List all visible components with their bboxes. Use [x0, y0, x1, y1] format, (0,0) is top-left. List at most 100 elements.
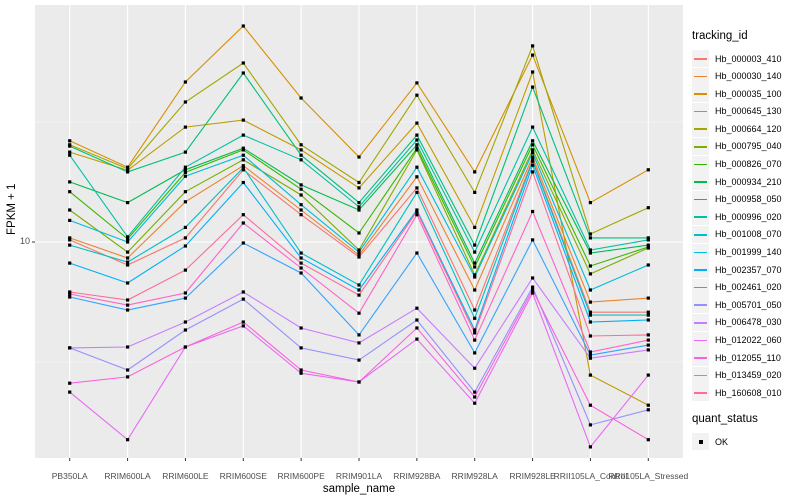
data-point	[588, 373, 592, 377]
data-point	[588, 248, 592, 252]
data-point	[241, 290, 245, 294]
data-point	[299, 183, 303, 187]
data-point	[126, 170, 130, 174]
swatch-line-icon	[694, 110, 707, 113]
data-point	[473, 351, 477, 355]
legend-label: Hb_000795_040	[715, 141, 782, 152]
data-point	[68, 153, 72, 157]
data-point	[357, 180, 361, 185]
data-point	[126, 240, 130, 244]
data-point	[183, 100, 187, 104]
data-point	[183, 170, 187, 174]
legend-item: Hb_000996_020	[692, 208, 798, 226]
swatch-line-icon	[694, 304, 707, 306]
data-point	[588, 236, 592, 240]
data-point	[588, 350, 592, 354]
data-point	[183, 190, 187, 194]
data-point	[241, 320, 245, 324]
data-point	[588, 288, 592, 292]
data-point	[531, 151, 535, 155]
data-point	[415, 146, 419, 150]
legend-item: Hb_002461_020	[692, 278, 798, 296]
swatch-line-icon	[694, 339, 707, 342]
x-tick-label: RRIM928BA	[393, 471, 441, 481]
legend-item: Hb_000826_070	[692, 155, 798, 173]
data-point	[68, 390, 72, 394]
legend-label: Hb_000934_210	[715, 176, 782, 187]
swatch-line-icon	[694, 216, 707, 218]
data-point	[531, 85, 535, 89]
data-point	[183, 174, 187, 178]
legend-item-ok: OK	[692, 433, 798, 451]
line-swatch	[692, 349, 709, 367]
legend: tracking_id Hb_000003_410 Hb_000030_140 Hb…	[692, 30, 798, 451]
data-point	[183, 345, 187, 349]
data-point	[357, 311, 361, 315]
data-point	[357, 248, 361, 252]
data-point	[531, 209, 535, 214]
data-point	[68, 139, 72, 143]
data-point	[588, 232, 592, 236]
data-point	[531, 159, 535, 163]
data-point	[415, 175, 419, 179]
data-point	[357, 250, 361, 254]
legend-label: Hb_000826_070	[715, 159, 782, 170]
data-point	[68, 208, 72, 212]
data-point	[126, 308, 130, 312]
data-point	[473, 288, 477, 292]
swatch-line-icon	[694, 392, 707, 394]
data-point	[68, 346, 72, 350]
x-tick-label: RRIM928LE	[509, 471, 556, 481]
data-point	[183, 200, 187, 204]
data-point	[531, 148, 535, 152]
data-point	[183, 150, 187, 154]
data-point	[531, 143, 535, 147]
data-point	[588, 356, 592, 360]
legend-label: Hb_000664_120	[715, 123, 782, 134]
data-point	[473, 328, 477, 332]
data-point	[299, 371, 303, 375]
data-point	[299, 326, 303, 330]
line-swatch	[692, 120, 709, 138]
data-point	[646, 348, 650, 352]
data-point	[646, 318, 650, 322]
data-point	[415, 190, 419, 194]
data-point	[357, 288, 361, 292]
data-point	[241, 24, 245, 28]
data-point	[241, 180, 245, 185]
data-point	[241, 158, 245, 162]
data-point	[241, 168, 245, 172]
data-point	[531, 155, 535, 159]
data-point	[646, 263, 650, 267]
data-point	[299, 251, 303, 255]
data-point	[299, 208, 303, 212]
data-point	[588, 201, 592, 205]
line-swatch	[692, 102, 709, 120]
legend-item: Hb_000003_410	[692, 50, 798, 67]
swatch-line-icon	[694, 233, 707, 236]
data-point	[473, 225, 477, 229]
legend-label: Hb_000030_140	[715, 71, 782, 82]
data-point	[646, 313, 650, 317]
data-point	[415, 138, 419, 142]
data-point	[126, 281, 130, 285]
data-point	[588, 320, 592, 324]
data-point	[531, 139, 535, 143]
data-point	[183, 168, 187, 172]
data-point	[531, 238, 535, 242]
data-point	[415, 306, 419, 310]
data-point	[299, 193, 303, 197]
data-point	[299, 148, 303, 152]
legend-label: Hb_005701_050	[715, 299, 782, 310]
legend-label: Hb_002461_020	[715, 282, 782, 293]
data-point	[473, 338, 477, 342]
data-point	[415, 251, 419, 255]
data-point	[183, 80, 187, 84]
data-point	[588, 264, 592, 268]
data-point	[241, 241, 245, 245]
swatch-line-icon	[694, 357, 707, 359]
line-swatch	[692, 331, 709, 349]
data-point	[126, 263, 130, 267]
data-point	[415, 143, 419, 147]
data-point	[415, 81, 419, 85]
